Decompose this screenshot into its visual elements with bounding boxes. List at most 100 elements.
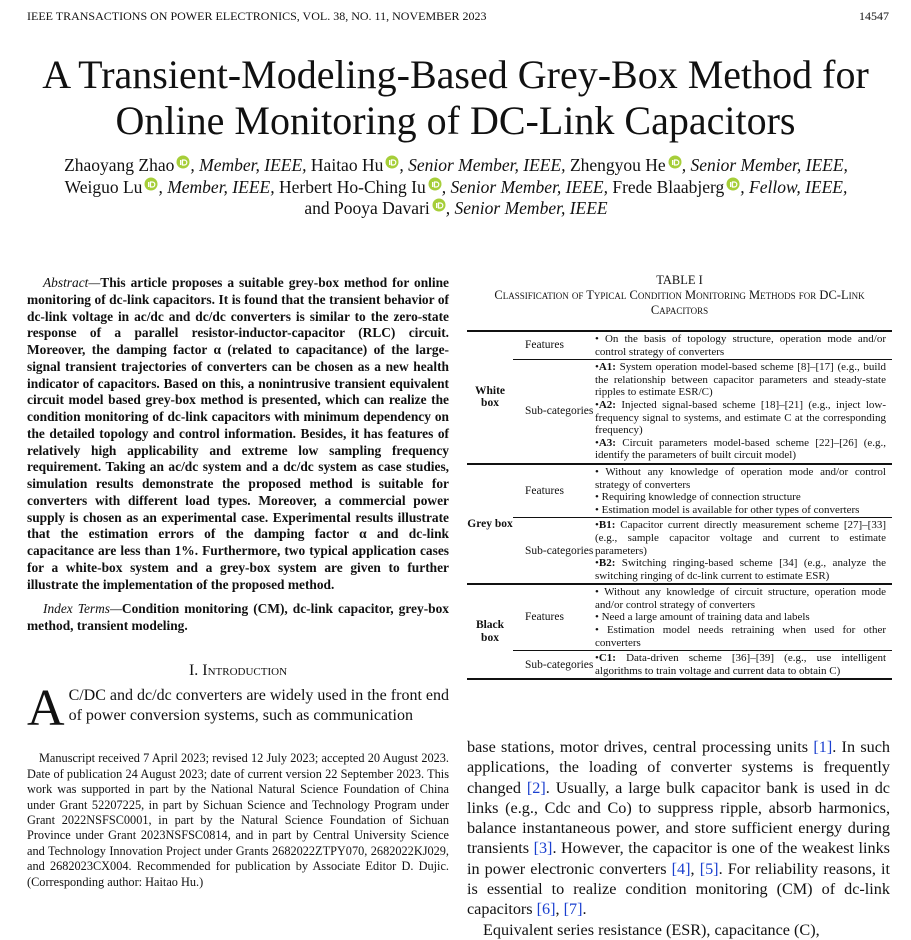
row-items: On the basis of topology structure, oper… (595, 330, 892, 360)
row-label: Sub-categories (513, 359, 595, 464)
author-name: Weiguo Lu (64, 176, 143, 197)
row-items: Without any knowledge of circuit structu… (595, 583, 892, 651)
item-text: Need a large amount of training data and… (601, 611, 810, 624)
section-heading: I. Introduction (188, 661, 288, 679)
row-items: Without any knowledge of operation mode … (595, 462, 892, 518)
author-line: Weiguo Lu , Member, IEEE, Herbert Ho-Chin… (30, 177, 882, 199)
abstract-text: This article proposes a suitable grey-bo… (27, 275, 449, 592)
row-label: Sub-categories (513, 517, 595, 585)
item: Estimation model needs retraining when u… (595, 624, 886, 649)
author-name: Zhaoyang Zhao (64, 155, 175, 175)
table-caption: Classification of Typical Condition Moni… (494, 288, 865, 317)
item: B2: Switching ringing-based scheme [34] … (595, 557, 886, 582)
item-text: Estimation model is available for other … (601, 503, 860, 516)
group-label: Black box (467, 583, 513, 680)
item-text: Circuit parameters model-based scheme [2… (595, 436, 886, 462)
row-items: B1: Capacitor current directly measureme… (595, 517, 892, 585)
item: A3: Circuit parameters model-based schem… (595, 437, 886, 462)
author-role: , Member, IEEE, (190, 155, 307, 175)
table-row: Sub-categoriesA1: System operation model… (467, 359, 892, 464)
author-name: and Pooya Davari (304, 198, 430, 218)
row-items: A1: System operation model-based scheme … (595, 359, 892, 464)
title: A Transient-Modeling-Based Grey-Box Meth… (0, 52, 911, 144)
item-code: B1: (598, 519, 616, 532)
index-terms-text: Condition monitoring (CM), dc-link capac… (27, 601, 449, 633)
orcid-icon (144, 177, 158, 190)
title-line: Online Monitoring of DC-Link Capacitors (115, 98, 796, 143)
item: On the basis of topology structure, oper… (595, 333, 886, 358)
index-terms-label: Index Terms— (43, 601, 122, 617)
table-row: Sub-categoriesB1: Capacitor current dire… (467, 517, 892, 585)
item: C1: Data-driven scheme [36]–[39] (e.g., … (595, 652, 886, 677)
author-role: , Fellow, IEEE, (740, 176, 848, 197)
group-label: White box (467, 330, 513, 464)
index-terms: Index Terms—Condition monitoring (CM), d… (27, 601, 449, 635)
paragraph: Equivalent series resistance (ESR), capa… (483, 920, 820, 939)
item-text: Data-driven scheme [36]–[39] (e.g., use … (595, 652, 886, 677)
item-code: A2: (598, 398, 616, 411)
intro-paragraph: A C/DC and dc/dc converters are widely us… (27, 679, 449, 737)
author-role: , Member, IEEE, (158, 176, 275, 197)
row-items: C1: Data-driven scheme [36]–[39] (e.g., … (595, 650, 892, 680)
item-text: Switching ringing-based scheme [34] (e.g… (595, 557, 886, 582)
item-code: C1: (598, 652, 616, 665)
abstract-label: Abstract— (43, 275, 101, 290)
abstract: Abstract—This article proposes a suitabl… (27, 275, 449, 593)
item-text: Without any knowledge of operation mode … (595, 465, 886, 491)
orcid-icon (385, 155, 399, 169)
row-label: Sub-categories (513, 650, 595, 680)
footnote: Manuscript received 7 April 2023; revise… (27, 751, 449, 889)
page-number: 14547 (859, 9, 889, 23)
row-label: Features (513, 583, 595, 651)
author-role: , Senior Member, IEEE (445, 198, 608, 218)
title-line: A Transient-Modeling-Based Grey-Box Meth… (42, 52, 869, 97)
item-text: Without any knowledge of circuit structu… (595, 586, 886, 611)
item-text: Estimation model needs retraining when u… (595, 624, 886, 649)
author-line: and Pooya Davari , Senior Member, IEEE (30, 198, 882, 220)
row-label: Features (513, 330, 595, 360)
item: A1: System operation model-based scheme … (595, 361, 886, 399)
item: Need a large amount of training data and… (595, 611, 886, 624)
author-role: , Senior Member, IEEE, (399, 155, 566, 175)
item: Requiring knowledge of connection struct… (595, 491, 886, 504)
author-role: , Senior Member, IEEE, (441, 176, 608, 197)
author-line: Zhaoyang Zhao , Member, IEEE, Haitao Hu , … (30, 155, 882, 177)
item: A2: Injected signal-based scheme [18]–[2… (595, 399, 886, 437)
author-name: Frede Blaabjerg (612, 176, 725, 197)
group-label: Grey box (467, 462, 513, 585)
authors: Zhaoyang Zhao, Member, IEEE, Haitao Hu, … (30, 155, 882, 220)
orcid-icon (668, 155, 682, 169)
drop-cap: A (27, 679, 65, 737)
table-block: TABLE I Classification of Typical Conditi… (467, 272, 892, 681)
item-text: Requiring knowledge of connection struct… (601, 491, 801, 504)
orcid-icon (176, 155, 190, 169)
orcid-icon (432, 198, 446, 212)
item-code: B2: (598, 557, 616, 570)
item-text: On the basis of topology structure, oper… (595, 333, 886, 358)
left-column: Abstract—This article proposes a suitabl… (27, 275, 449, 890)
table-title: TABLE I (656, 273, 703, 287)
journal-header: IEEE TRANSACTIONS ON POWER ELECTRONICS, … (27, 9, 487, 23)
item-text: Injected signal-based scheme [18]–[21] (… (595, 398, 887, 437)
author-name: Haitao Hu (310, 155, 384, 175)
table-row: Sub-categoriesC1: Data-driven scheme [36… (467, 650, 892, 680)
author-name: Herbert Ho-Ching Iu (278, 176, 426, 197)
item: B1: Capacitor current directly measureme… (595, 519, 886, 557)
orcid-icon (428, 177, 442, 190)
item-text: System operation model-based scheme [8]–… (595, 361, 886, 399)
author-role: , Senior Member, IEEE, (681, 155, 848, 175)
item: Estimation model is available for other … (595, 504, 886, 517)
row-label: Features (513, 462, 595, 518)
author-name: Zhengyou He (569, 155, 666, 175)
item: Without any knowledge of circuit structu… (595, 586, 886, 611)
item-code: A1: (598, 361, 616, 374)
intro-text: C/DC and dc/dc converters are widely use… (68, 686, 449, 725)
item: Without any knowledge of operation mode … (595, 466, 886, 491)
right-column: base stations, motor drives, central pro… (467, 737, 890, 940)
orcid-icon (726, 177, 740, 190)
